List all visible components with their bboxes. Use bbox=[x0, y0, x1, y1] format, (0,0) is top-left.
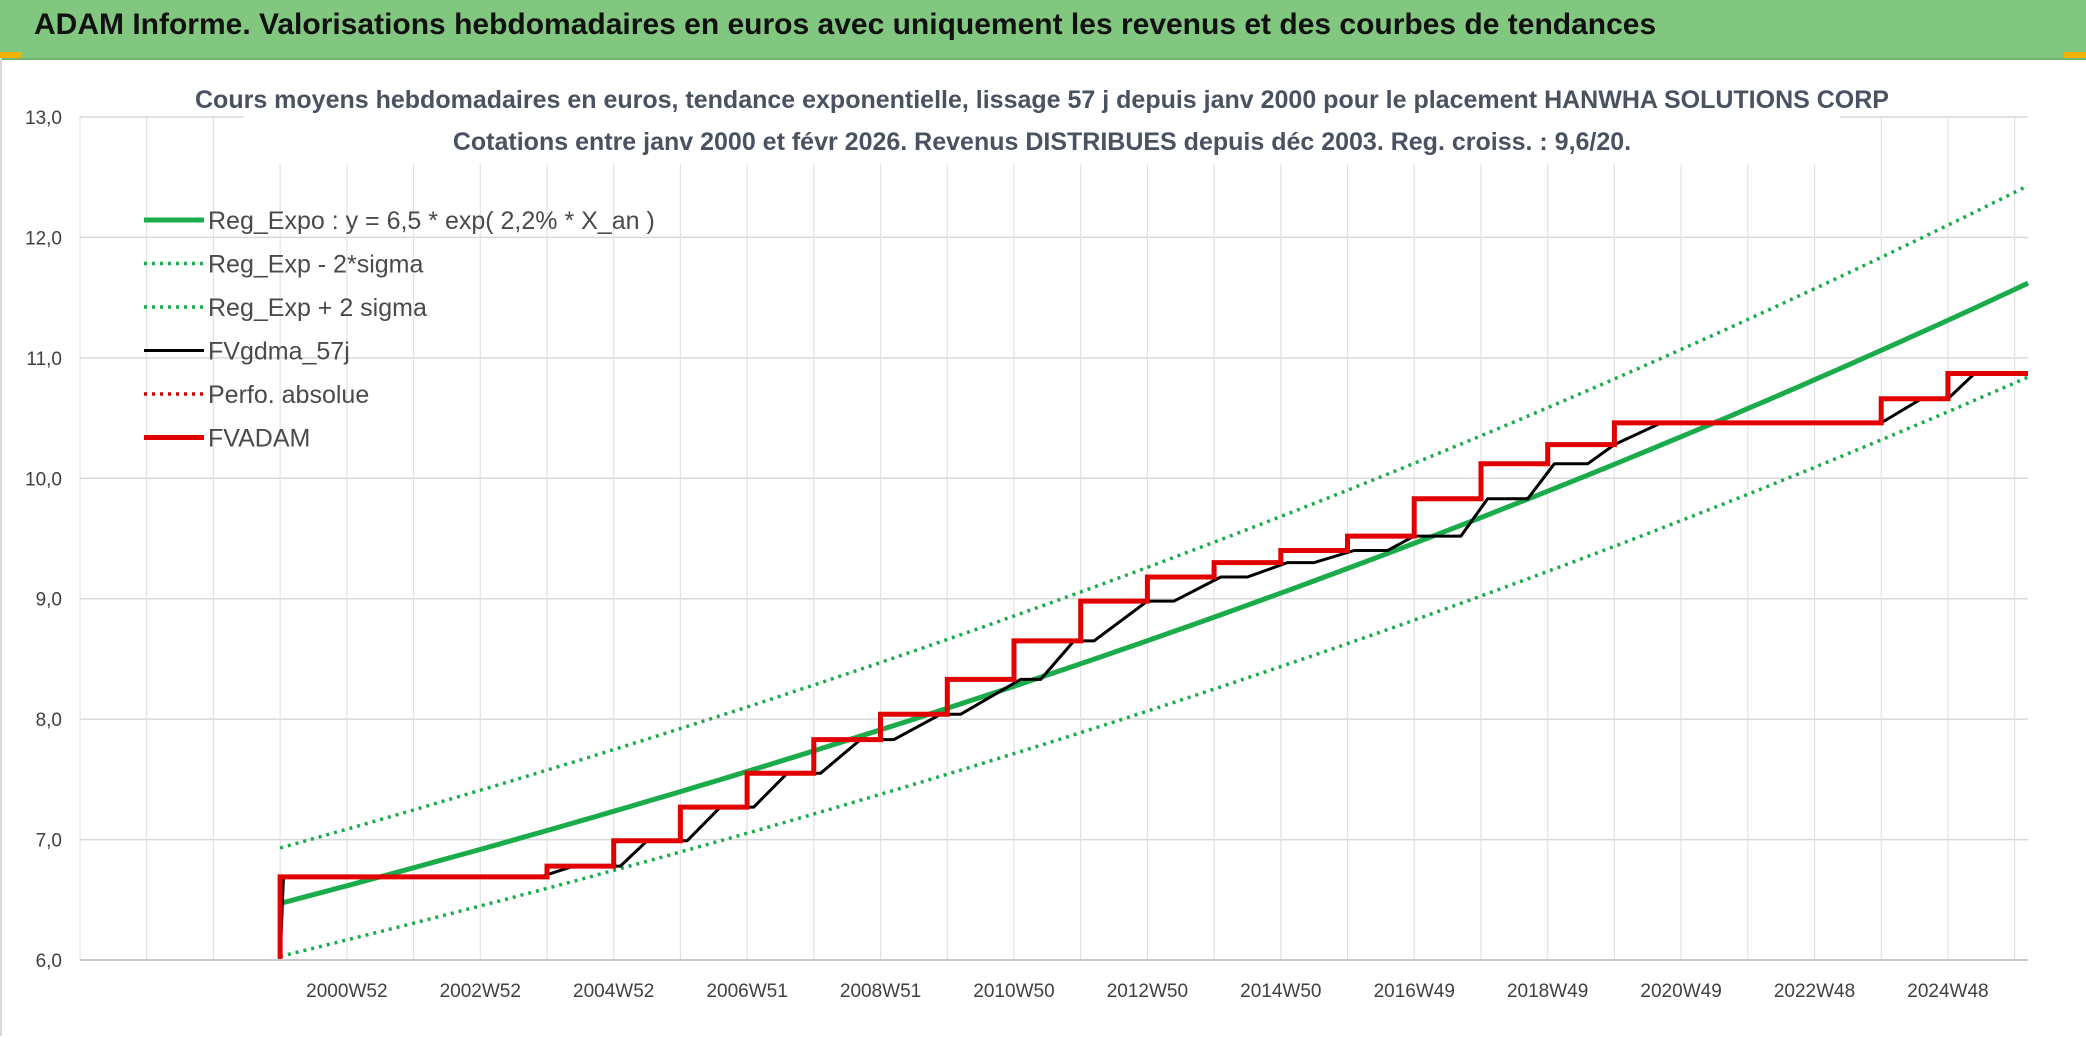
legend-label: Reg_Exp + 2 sigma bbox=[208, 294, 427, 322]
x-tick-label: 2014W50 bbox=[1240, 981, 1321, 1002]
series-line bbox=[277, 371, 2028, 959]
series-line bbox=[279, 375, 2029, 959]
legend-label: FVgdma_57j bbox=[208, 338, 350, 366]
y-tick-label: 12,0 bbox=[25, 228, 62, 249]
y-tick-label: 11,0 bbox=[26, 349, 62, 370]
report-title: ADAM Informe. Valorisations hebdomadaire… bbox=[34, 8, 1657, 41]
y-tick-label: 8,0 bbox=[36, 710, 62, 731]
grid-lines bbox=[79, 116, 2028, 961]
y-tick-label: 10,0 bbox=[25, 469, 62, 490]
y-tick-label: 6,0 bbox=[36, 951, 62, 972]
x-tick-label: 2010W50 bbox=[973, 981, 1054, 1002]
series-line bbox=[278, 372, 2028, 959]
header-accent-right bbox=[2064, 52, 2086, 58]
y-tick-label: 9,0 bbox=[36, 590, 62, 611]
header-accent-left bbox=[0, 52, 22, 58]
x-tick-label: 2012W50 bbox=[1107, 981, 1188, 1002]
legend-label: Reg_Exp - 2*sigma bbox=[208, 251, 423, 279]
x-tick-label: 2022W48 bbox=[1774, 981, 1855, 1002]
chart-titles: Cours moyens hebdomadaires en euros, ten… bbox=[195, 78, 1889, 164]
y-tick-label: 13,0 bbox=[25, 108, 62, 129]
chart-subtitle: Cotations entre janv 2000 et févr 2026. … bbox=[453, 128, 1631, 156]
legend: Reg_Expo : y = 6,5 * exp( 2,2% * X_an ) R… bbox=[144, 207, 655, 453]
legend-label: Reg_Expo : y = 6,5 * exp( 2,2% * X_an ) bbox=[208, 207, 655, 235]
legend-label: FVADAM bbox=[208, 425, 310, 453]
x-tick-label: 2004W52 bbox=[573, 981, 654, 1002]
x-tick-label: 2000W52 bbox=[306, 981, 387, 1002]
legend-label: Perfo. absolue bbox=[208, 381, 369, 409]
y-tick-label: 7,0 bbox=[36, 831, 62, 852]
series-line bbox=[279, 184, 2029, 850]
x-tick-label: 2016W49 bbox=[1374, 981, 1455, 1002]
series-lines bbox=[277, 184, 2030, 959]
report-header-banner: ADAM Informe. Valorisations hebdomadaire… bbox=[0, 0, 2086, 60]
x-tick-label: 2024W48 bbox=[1907, 981, 1988, 1002]
x-tick-label: 2020W49 bbox=[1640, 981, 1721, 1002]
chart-title: Cours moyens hebdomadaires en euros, ten… bbox=[195, 86, 1889, 114]
x-tick-label: 2008W51 bbox=[840, 981, 921, 1002]
x-tick-label: 2006W51 bbox=[706, 981, 787, 1002]
series-line bbox=[279, 280, 2030, 906]
title-background bbox=[244, 78, 1840, 164]
x-tick-label: 2002W52 bbox=[440, 981, 521, 1002]
axes: 6,0 7,0 8,0 9,0 10,0 11,0 12,0 13,0 2000W52 2002W… bbox=[25, 108, 2028, 1002]
x-tick-label: 2018W49 bbox=[1507, 981, 1588, 1002]
chart-frame bbox=[0, 58, 2086, 1036]
